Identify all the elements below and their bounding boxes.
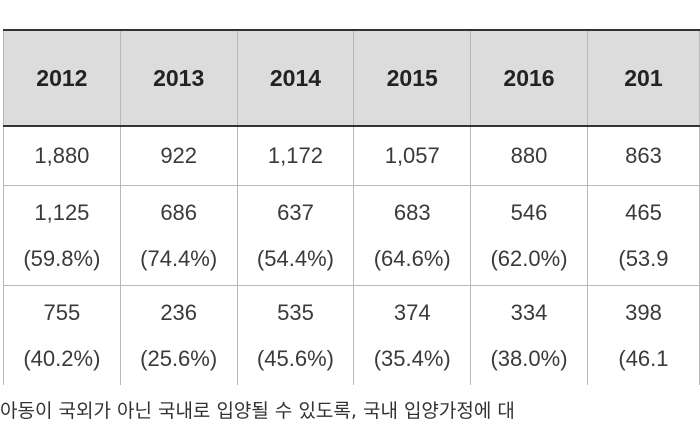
table-cell: 1,880 bbox=[3, 125, 121, 186]
body-text-line: 아동이 국외가 아닌 국내로 입양될 수 있도록, 국내 입양가정에 대 bbox=[0, 400, 515, 422]
year-header: 201 bbox=[586, 29, 700, 127]
cell-percent: (45.6%) bbox=[256, 345, 334, 371]
table-cell: 755 (40.2%) bbox=[3, 285, 121, 385]
cell-percent: (54.4%) bbox=[256, 245, 334, 271]
table-cell: 880 bbox=[470, 125, 588, 186]
table-cell: 374 (35.4%) bbox=[353, 285, 472, 385]
cell-value: 637 bbox=[277, 199, 314, 225]
cell-value: 546 bbox=[510, 199, 548, 225]
cell-percent: (38.0%) bbox=[490, 345, 568, 371]
cell-value: 535 bbox=[277, 299, 314, 325]
table-cell: 236 (25.6%) bbox=[119, 285, 238, 385]
cell-value: 236 bbox=[160, 299, 198, 325]
cell-value: 1,057 bbox=[384, 143, 440, 168]
adoption-stats-table-container: 2012 2013 2014 2015 2016 201 1,880 922 1… bbox=[0, 29, 700, 385]
table-row: 1,880 922 1,172 1,057 880 863 bbox=[3, 125, 700, 186]
table-cell: 535 (45.6%) bbox=[236, 285, 355, 385]
cell-value: 755 bbox=[43, 299, 81, 325]
year-header: 2012 bbox=[3, 29, 121, 127]
cell-percent: (74.4%) bbox=[140, 245, 218, 271]
cell-percent: (46.1 bbox=[618, 345, 669, 371]
cell-value: 465 bbox=[625, 199, 662, 225]
table-cell: 334 (38.0%) bbox=[470, 285, 588, 385]
table-cell: 637 (54.4%) bbox=[236, 185, 355, 286]
cell-percent: (35.4%) bbox=[373, 345, 451, 371]
cell-value: 374 bbox=[393, 299, 431, 325]
table-row: 755 (40.2%) 236 (25.6%) 535 (45.6%) 374 (35.… bbox=[3, 285, 700, 385]
table-cell: 683 (64.6%) bbox=[353, 185, 472, 286]
table-cell: 398 (46.1 bbox=[586, 285, 700, 385]
cell-percent: (64.6%) bbox=[373, 245, 451, 271]
cell-value: 880 bbox=[510, 143, 548, 168]
adoption-stats-table: 2012 2013 2014 2015 2016 201 1,880 922 1… bbox=[3, 29, 700, 385]
header-row: 2012 2013 2014 2015 2016 201 bbox=[3, 29, 700, 127]
cell-percent: (25.6%) bbox=[140, 345, 218, 371]
cell-value: 1,880 bbox=[34, 143, 90, 168]
cell-value: 683 bbox=[393, 199, 431, 225]
table-cell: 922 bbox=[119, 125, 238, 186]
year-header: 2016 bbox=[470, 29, 588, 127]
cell-value: 334 bbox=[510, 299, 548, 325]
cell-value: 686 bbox=[160, 199, 198, 225]
table-row: 1,125 (59.8%) 686 (74.4%) 637 (54.4%) 683 (6… bbox=[3, 185, 700, 286]
table-cell: 546 (62.0%) bbox=[470, 185, 588, 286]
table-cell: 863 bbox=[586, 125, 700, 186]
table-cell: 686 (74.4%) bbox=[119, 185, 238, 286]
cell-value: 863 bbox=[625, 143, 662, 168]
cell-percent: (59.8%) bbox=[23, 245, 101, 271]
cell-value: 1,125 bbox=[34, 199, 90, 225]
table-cell: 1,057 bbox=[353, 125, 472, 186]
table-cell: 1,125 (59.8%) bbox=[3, 185, 121, 286]
cell-percent: (62.0%) bbox=[490, 245, 568, 271]
table-cell: 465 (53.9 bbox=[586, 185, 700, 286]
cell-percent: (40.2%) bbox=[23, 345, 101, 371]
year-header: 2015 bbox=[353, 29, 472, 127]
year-header: 2013 bbox=[119, 29, 238, 127]
cell-value: 1,172 bbox=[267, 143, 323, 168]
cell-value: 398 bbox=[625, 299, 662, 325]
cell-percent: (53.9 bbox=[618, 245, 669, 271]
table-cell: 1,172 bbox=[236, 125, 355, 186]
cell-value: 922 bbox=[160, 143, 198, 168]
year-header: 2014 bbox=[236, 29, 355, 127]
